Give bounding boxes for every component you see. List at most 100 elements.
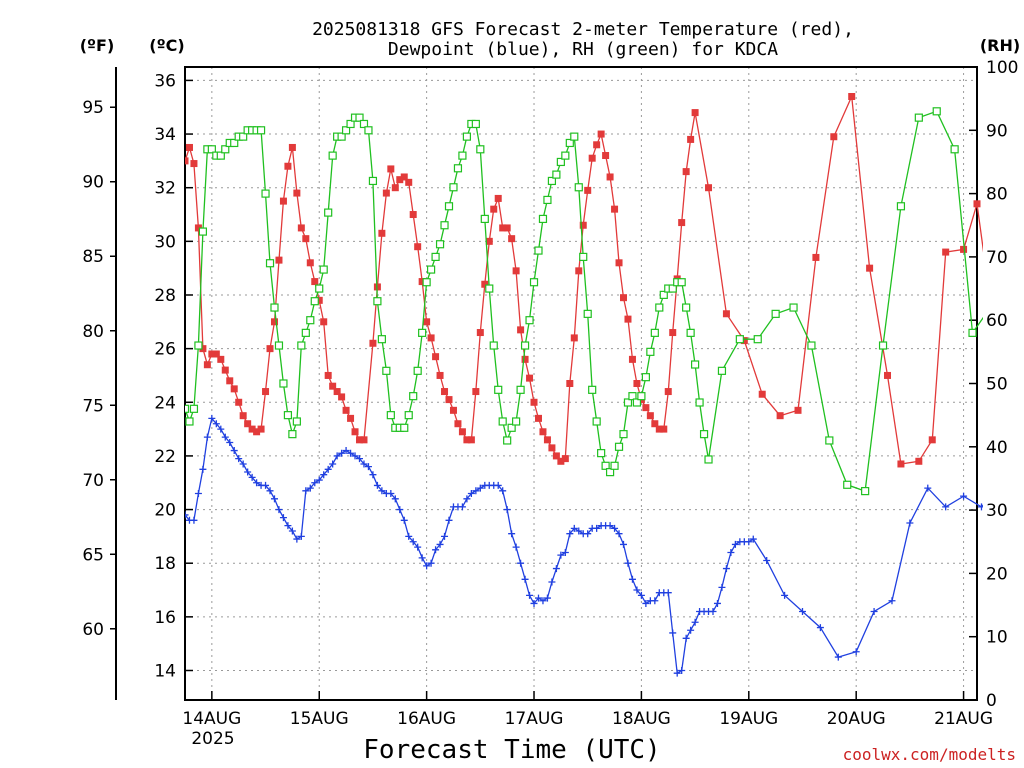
rh-point (359, 119, 369, 129)
temperature-point (678, 219, 686, 227)
temperature-point (758, 390, 766, 398)
temperature-point (320, 318, 328, 326)
temperature-point (530, 398, 538, 406)
dewpoint-point (391, 495, 399, 503)
temperature-point (848, 93, 856, 101)
dewpoint-point (557, 551, 565, 559)
celsius-tick-label: 22 (154, 447, 176, 467)
rh-tick-label: 100 (986, 58, 1018, 78)
temperature-point (360, 436, 368, 444)
temperature-point (705, 184, 713, 192)
year-label: 2025 (191, 729, 234, 749)
rh-point (261, 189, 270, 198)
dewpoint-point (472, 487, 480, 495)
celsius-tick-label: 26 (154, 340, 176, 360)
rh-point (565, 138, 574, 148)
temperature-point (391, 184, 399, 192)
dewpoint-point (534, 594, 542, 602)
rh-tick-label: 70 (986, 248, 1008, 268)
temperature-point (409, 211, 417, 219)
temperature-point (960, 245, 968, 253)
fahrenheit-tick-label: 85 (82, 247, 104, 267)
rh-point (476, 145, 485, 154)
temperature-point (279, 197, 287, 205)
rh-point (337, 132, 346, 141)
temperature-point (329, 382, 337, 390)
x-tick-label: 19AUG (719, 709, 778, 729)
rh-point (400, 423, 409, 432)
temperature-point (628, 355, 636, 363)
temperature-point (651, 420, 659, 428)
temperature-point (266, 345, 274, 353)
rh-point (650, 328, 659, 337)
series-line (185, 94, 983, 465)
dewpoint-point (548, 578, 556, 586)
dewpoint-point (476, 484, 484, 492)
temperature-point (423, 318, 431, 326)
rh-tick-label: 20 (986, 564, 1008, 584)
temperature-point (1009, 377, 1016, 384)
temperature-point (655, 425, 663, 433)
temperature-point (579, 221, 587, 229)
rh-point (592, 417, 601, 426)
dewpoint-point (722, 565, 730, 573)
temperature-point (427, 334, 435, 342)
dewpoint-point (324, 465, 332, 473)
fahrenheit-tick-label: 80 (82, 322, 104, 342)
temperature-point (942, 248, 950, 256)
dewpoint-point (494, 481, 502, 489)
dewpoint-point (405, 532, 413, 540)
temperature-point (199, 345, 207, 353)
dewpoint-point (906, 519, 914, 527)
rh-point (699, 430, 709, 439)
rh-point (427, 265, 436, 274)
temperature-point (508, 235, 516, 243)
rh-tick-label: 40 (986, 438, 1008, 458)
rh-point (691, 360, 700, 369)
rh-point (789, 303, 798, 312)
rh-point (659, 290, 668, 299)
temperature-point (776, 412, 784, 420)
temperature-point (226, 377, 234, 385)
dewpoint-point (888, 597, 896, 605)
x-tick-label: 15AUG (290, 709, 349, 729)
rh-point (619, 430, 628, 439)
temperature-point (203, 361, 211, 369)
temperature-point (302, 235, 310, 243)
temperature-point (584, 186, 592, 194)
dewpoint-point (284, 522, 292, 530)
rh-point (614, 442, 624, 451)
temperature-point (293, 189, 301, 197)
dewpoint-point (637, 591, 645, 599)
temperature-point (526, 374, 534, 382)
temperature-point (973, 200, 981, 208)
dewpoint-point (320, 471, 328, 479)
temperature-point (445, 396, 453, 404)
dewpoint-point (427, 559, 435, 567)
dewpoint-point (409, 538, 417, 546)
rh-point (516, 385, 525, 394)
dewpoint-point (342, 447, 350, 455)
dewpoint-point (293, 535, 301, 543)
rh-point (306, 316, 315, 325)
temperature-point (866, 264, 874, 272)
dewpoint-point (203, 433, 211, 441)
temperature-point (275, 256, 283, 264)
dewpoint-point (763, 557, 771, 565)
dewpoint-point (1014, 460, 1021, 467)
series-layer (185, 93, 1021, 677)
dewpoint-point (713, 599, 721, 607)
rh-point (825, 436, 834, 445)
temperature-point (418, 278, 426, 286)
temperature-point (235, 398, 243, 406)
rh-point (538, 214, 548, 224)
rh-point (987, 304, 994, 311)
dewpoint-point (521, 575, 529, 583)
rh-point (288, 430, 297, 439)
temperature-point (485, 237, 493, 245)
temperature-point (620, 294, 628, 302)
dewpoint-point (315, 476, 323, 484)
celsius-tick-label: 28 (154, 286, 176, 306)
temperature-point (405, 178, 413, 186)
dewpoint-point (561, 548, 569, 556)
